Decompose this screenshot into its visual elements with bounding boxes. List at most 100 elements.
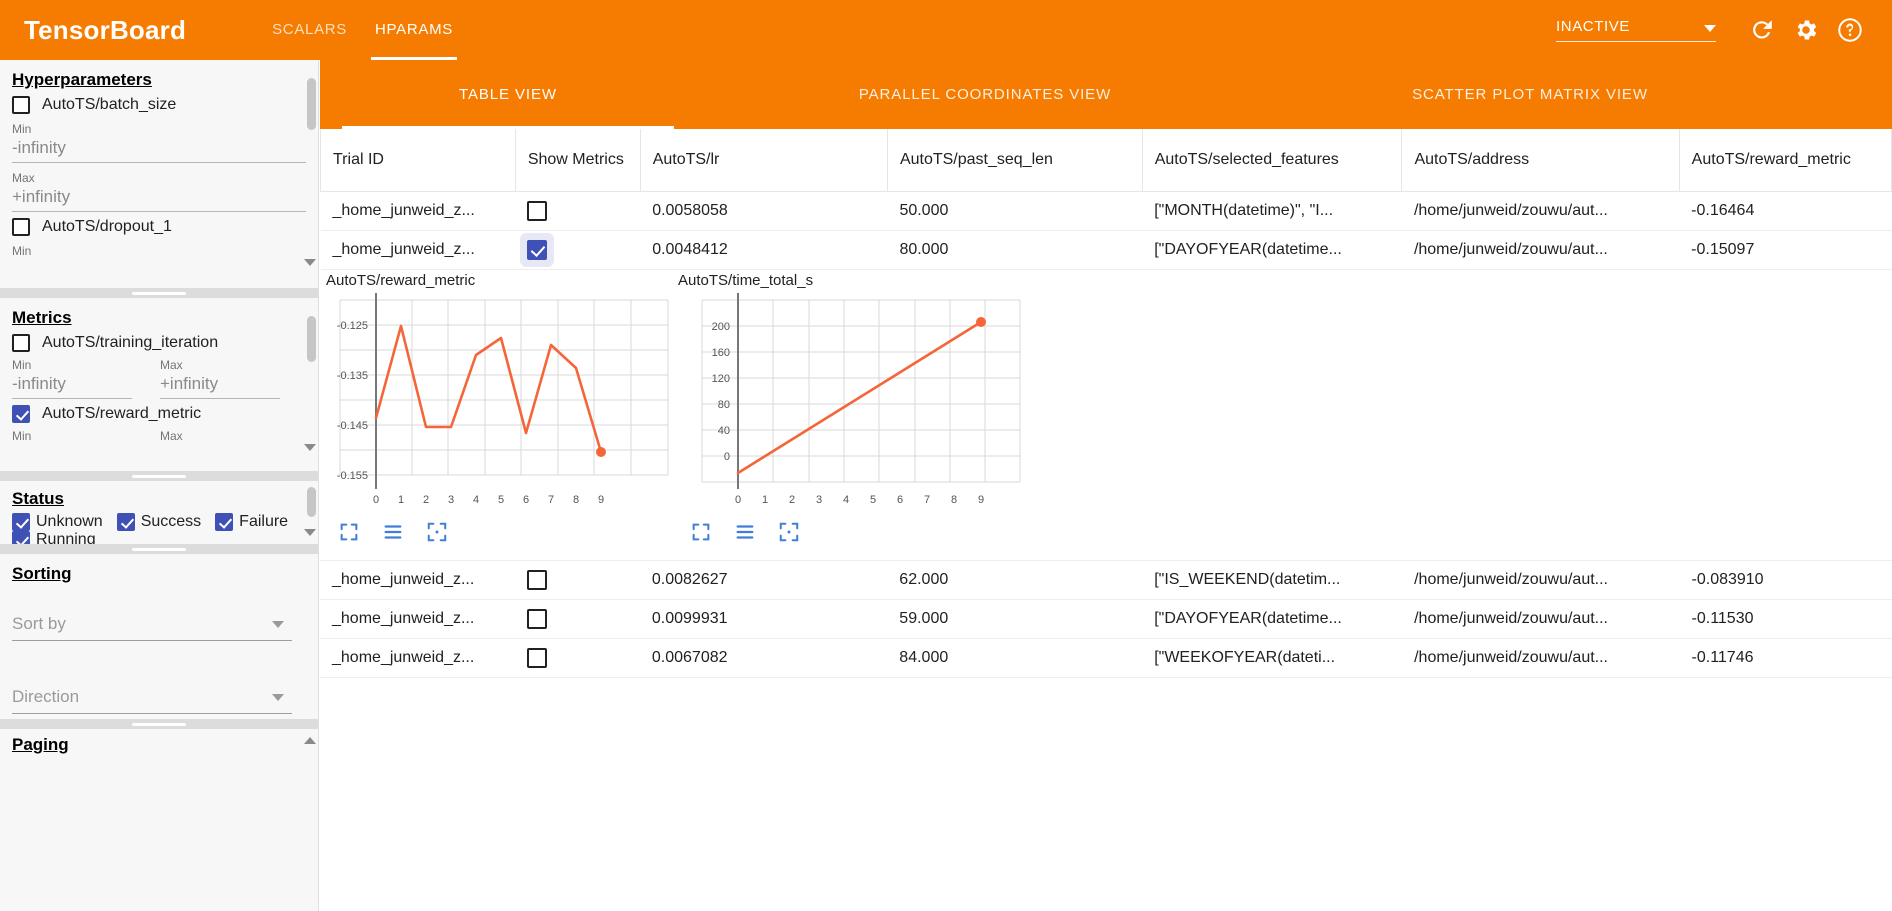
top-app-bar: TensorBoard SCALARS HPARAMS INACTIVE <box>0 0 1892 60</box>
scroll-down-icon[interactable] <box>304 444 316 451</box>
runs-status-dropdown[interactable]: INACTIVE <box>1556 18 1716 42</box>
metric-charts-strip: AutoTS/reward_metric <box>320 269 1892 561</box>
expand-icon[interactable] <box>776 519 802 545</box>
table-row[interactable]: _home_junweid_z... 0.0067082 84.000 ["WE… <box>320 638 1892 678</box>
hparam-batch-size-min-field[interactable]: Min -infinity <box>12 122 306 163</box>
hyperparameters-scrollbar-thumb[interactable] <box>307 78 316 130</box>
status-checkbox-success[interactable] <box>116 513 135 531</box>
metric-item-reward-metric[interactable]: AutoTS/reward_metric <box>12 405 306 423</box>
expand-icon[interactable] <box>424 519 450 545</box>
chevron-down-icon <box>1704 25 1716 32</box>
table-row[interactable]: _home_junweid_z... 0.0058058 50.000 ["MO… <box>320 191 1892 231</box>
x-tick-label: 3 <box>448 494 454 506</box>
toggle-lines-icon[interactable] <box>732 519 758 545</box>
nav-tab-hparams[interactable]: HPARAMS <box>361 0 467 60</box>
hparam-item-dropout-1[interactable]: AutoTS/dropout_1 <box>12 218 306 236</box>
cell-trial-id: _home_junweid_z... <box>320 560 515 600</box>
hparam-item-batch-size[interactable]: AutoTS/batch_size <box>12 96 306 114</box>
status-checkbox-unknown[interactable] <box>12 513 30 531</box>
chart-reward-metric: AutoTS/reward_metric <box>320 270 680 545</box>
panel-resize-grip[interactable] <box>0 288 318 298</box>
status-label-unknown: Unknown <box>36 513 103 530</box>
column-header-reward-metric[interactable]: AutoTS/reward_metric <box>1678 129 1892 192</box>
column-header-show-metrics[interactable]: Show Metrics <box>514 129 641 192</box>
panel-resize-grip[interactable] <box>0 544 318 554</box>
panel-resize-grip[interactable] <box>0 471 318 481</box>
cell-lr: 0.0058058 <box>640 191 888 231</box>
cell-address: /home/junweid/zouwu/aut... <box>1401 191 1680 231</box>
status-checkbox-failure[interactable] <box>215 513 234 531</box>
hparam-dropout-1-min-field[interactable]: Min <box>12 244 306 258</box>
x-tick-label: 6 <box>523 494 529 506</box>
chart-canvas-reward-metric[interactable]: -0.125 -0.135 -0.145 -0.155 0 1 2 3 4 5 … <box>320 292 680 508</box>
x-tick-label: 2 <box>423 494 429 506</box>
column-header-lr[interactable]: AutoTS/lr <box>639 129 888 192</box>
scroll-up-icon[interactable] <box>304 737 316 744</box>
min-input[interactable]: -infinity <box>12 138 306 163</box>
help-icon[interactable] <box>1830 10 1870 50</box>
fit-to-screen-icon[interactable] <box>336 519 362 545</box>
column-header-address[interactable]: AutoTS/address <box>1401 129 1680 192</box>
gear-icon[interactable] <box>1786 10 1826 50</box>
column-header-trial-id[interactable]: Trial ID <box>320 129 516 192</box>
metric-min-field[interactable]: Min <box>12 429 132 445</box>
cell-selected-features: ["DAYOFYEAR(datetime... <box>1142 599 1403 639</box>
y-tick-label: 160 <box>712 347 730 359</box>
metric-reward-metric-range: Min Max <box>12 429 306 445</box>
metric-checkbox-reward-metric[interactable] <box>12 405 30 423</box>
chart-canvas-time-total-s[interactable]: 200 160 120 80 40 0 0 1 2 3 4 5 6 <box>672 292 1052 508</box>
x-tick-label: 9 <box>978 494 984 506</box>
direction-select[interactable]: Direction <box>12 683 292 714</box>
nav-tab-scalars[interactable]: SCALARS <box>272 21 348 38</box>
show-metrics-checkbox[interactable] <box>526 608 547 629</box>
panel-resize-grip[interactable] <box>0 719 318 729</box>
metrics-scrollbar-thumb[interactable] <box>307 316 316 362</box>
table-row[interactable]: _home_junweid_z... 0.0099931 59.000 ["DA… <box>320 599 1892 639</box>
status-checkbox-running[interactable] <box>12 531 30 544</box>
x-tick-label: 7 <box>548 494 554 506</box>
max-input[interactable]: +infinity <box>160 374 280 399</box>
metric-label-reward-metric: AutoTS/reward_metric <box>42 405 202 422</box>
metric-min-field[interactable]: Min -infinity <box>12 358 132 399</box>
hparam-checkbox-batch-size[interactable] <box>12 96 30 114</box>
table-row[interactable]: _home_junweid_z... 0.0048412 80.000 ["DA… <box>320 230 1892 270</box>
chevron-down-icon <box>272 621 284 628</box>
column-header-selected-features[interactable]: AutoTS/selected_features <box>1141 129 1403 192</box>
cell-show-metrics <box>514 638 640 678</box>
cell-selected-features: ["DAYOFYEAR(datetime... <box>1142 230 1402 270</box>
cell-past-seq-len: 84.000 <box>887 638 1143 678</box>
show-metrics-checkbox[interactable] <box>527 239 548 260</box>
direction-placeholder: Direction <box>12 687 80 706</box>
cell-show-metrics <box>515 191 641 231</box>
metric-max-field[interactable]: Max <box>160 429 280 445</box>
sort-by-placeholder: Sort by <box>12 614 66 633</box>
tab-scatter-plot-matrix-view[interactable]: SCATTER PLOT MATRIX VIEW <box>1412 86 1648 103</box>
cell-address: /home/junweid/zouwu/aut... <box>1401 230 1680 270</box>
show-metrics-checkbox[interactable] <box>526 647 547 668</box>
max-input[interactable]: +infinity <box>12 187 306 212</box>
scroll-down-icon[interactable] <box>304 259 316 266</box>
table-row[interactable]: _home_junweid_z... 0.0082627 62.000 ["IS… <box>320 560 1892 600</box>
tab-table-view[interactable]: TABLE VIEW <box>328 60 688 129</box>
toggle-lines-icon[interactable] <box>380 519 406 545</box>
show-metrics-checkbox[interactable] <box>526 569 547 590</box>
column-header-past-seq-len[interactable]: AutoTS/past_seq_len <box>886 129 1143 192</box>
hparam-batch-size-max-field[interactable]: Max +infinity <box>12 171 306 212</box>
x-tick-label: 9 <box>598 494 604 506</box>
hparam-checkbox-dropout-1[interactable] <box>12 218 30 236</box>
cell-past-seq-len: 50.000 <box>887 191 1143 231</box>
min-label: Min <box>12 358 32 372</box>
min-input[interactable]: -infinity <box>12 374 132 399</box>
cell-selected-features: ["MONTH(datetime)", "I... <box>1142 191 1402 231</box>
scroll-down-icon[interactable] <box>304 529 316 536</box>
filters-sidebar[interactable]: Hyperparameters AutoTS/batch_size Min -i… <box>0 60 319 911</box>
metric-checkbox-training-iteration[interactable] <box>12 334 30 352</box>
sort-by-select[interactable]: Sort by <box>12 610 292 641</box>
show-metrics-checkbox[interactable] <box>527 200 548 221</box>
fit-to-screen-icon[interactable] <box>688 519 714 545</box>
status-scrollbar-thumb[interactable] <box>307 487 316 517</box>
tab-parallel-coordinates-view[interactable]: PARALLEL COORDINATES VIEW <box>858 86 1112 103</box>
metric-item-training-iteration[interactable]: AutoTS/training_iteration <box>12 334 306 352</box>
refresh-icon[interactable] <box>1742 10 1782 50</box>
metric-max-field[interactable]: Max +infinity <box>160 358 280 399</box>
